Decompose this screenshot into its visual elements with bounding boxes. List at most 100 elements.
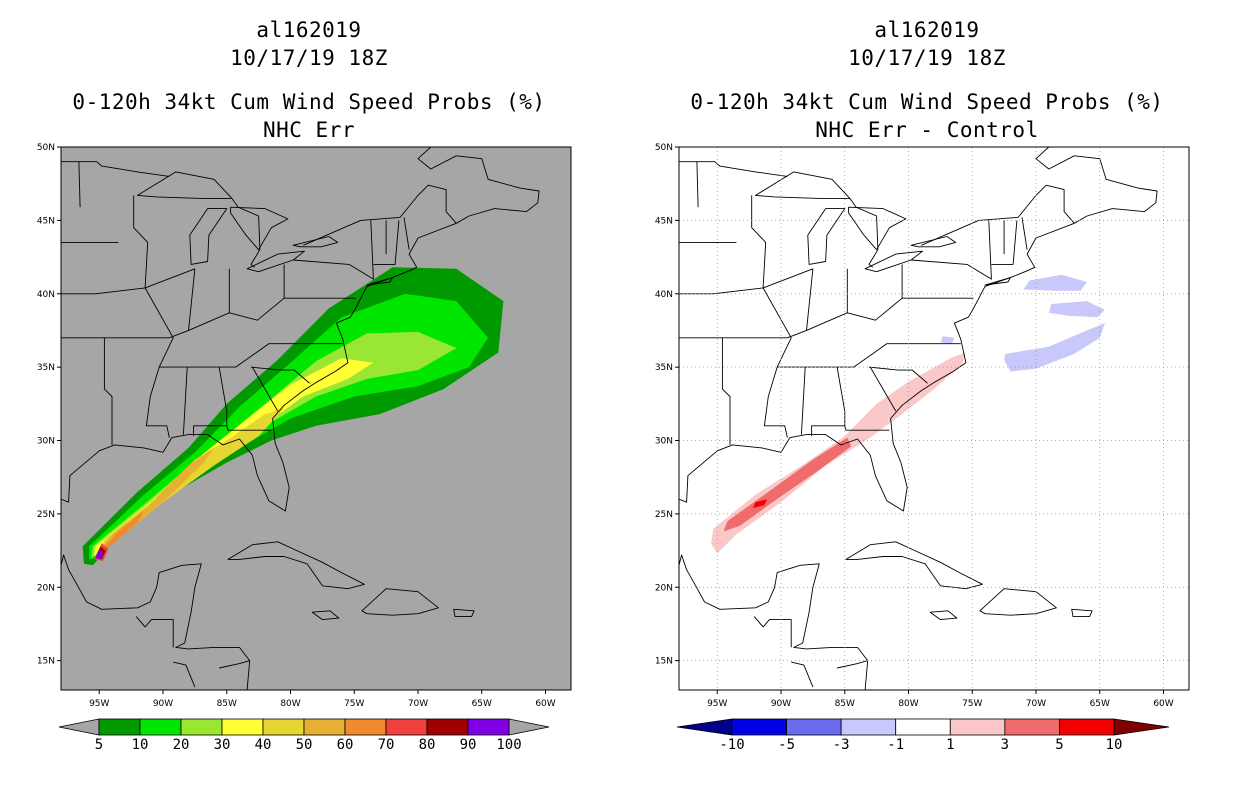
state-border [696, 161, 699, 208]
storm-id-title: al162019 [874, 18, 980, 42]
colorbar-label: -5 [778, 737, 795, 753]
datetime-title: 10/17/19 18Z [848, 46, 1006, 70]
colorbar-swatch [426, 718, 469, 736]
coastline-cuba [845, 541, 983, 590]
contour--1 [940, 336, 955, 344]
colorbar-swatch [262, 718, 305, 736]
state-border [251, 366, 279, 412]
difference-map: 95W 90W 85W 80W 75W 70W 65W 60W 15N 20N 25N 30N 35N 4… [655, 143, 1190, 753]
state-border [753, 616, 792, 648]
colorbar-swatch [895, 718, 951, 736]
state-border [1021, 217, 1028, 250]
colorbar-swatch [1004, 718, 1060, 736]
lat-tick-label: 35N [655, 363, 673, 373]
lon-tick-label: 90W [771, 699, 791, 709]
colorbar-label: 20 [173, 737, 190, 753]
state-border [182, 367, 188, 435]
state-border [911, 220, 992, 280]
state-border [250, 366, 310, 384]
coastline-mx [679, 554, 869, 690]
coastline-li [366, 277, 393, 286]
wind-prob-map: 95W 90W 85W 80W 75W 70W 65W 60W 15N 20N 25N 30N 35N 4… [37, 143, 572, 753]
colorbar-label: 30 [214, 737, 231, 753]
colorbar-swatch [840, 718, 897, 736]
state-border [303, 184, 457, 246]
lat-tick-label: 20N [37, 583, 55, 593]
lon-tick-label: 70W [1026, 699, 1046, 709]
colorbar-under-arrow [676, 718, 733, 736]
colorbar-label: 50 [296, 737, 313, 753]
coastline-jam [929, 610, 958, 621]
colorbar-label: -3 [833, 737, 850, 753]
lat-tick-label: 50N [37, 143, 55, 153]
lon-tick-label: 85W [217, 699, 237, 709]
map-layer [61, 147, 540, 690]
state-border [103, 337, 113, 445]
contour--1 [1048, 301, 1105, 318]
coastline-jam [311, 610, 340, 621]
state-border [226, 425, 272, 431]
lake-outline [910, 236, 957, 248]
state-border [403, 217, 410, 250]
state-border [762, 242, 792, 438]
lon-tick-label: 60W [1153, 699, 1173, 709]
state-border [679, 161, 788, 177]
lat-tick-label: 40N [37, 290, 55, 300]
colorbar-label: 3 [1001, 737, 1009, 753]
storm-id-title: al162019 [256, 18, 362, 42]
state-border [806, 268, 814, 331]
lat-tick-label: 15N [655, 657, 673, 667]
left-map-panel: al162019 10/17/19 18Z 0-120h 34kt Cum Wi… [37, 18, 572, 753]
contour-30 [94, 358, 374, 557]
colorbar-swatch [786, 718, 842, 736]
lon-tick-label: 65W [1090, 699, 1110, 709]
product-title: 0-120h 34kt Cum Wind Speed Probs (%) [72, 90, 546, 114]
lon-tick-label: 65W [472, 699, 492, 709]
coastline-mx [61, 554, 251, 690]
colorbar-label: -1 [887, 737, 904, 753]
coastline-pr [1071, 608, 1093, 618]
lat-tick-label: 20N [655, 583, 673, 593]
lon-tick-label: 60W [535, 699, 555, 709]
datetime-title: 10/17/19 18Z [230, 46, 388, 70]
contour-20 [91, 331, 457, 558]
colorbar-swatch [344, 718, 387, 736]
state-border [219, 660, 250, 669]
colorbar-label: 1 [946, 737, 954, 753]
lat-tick-label: 30N [655, 437, 673, 447]
lat-tick-label: 45N [655, 216, 673, 226]
lon-tick-label: 90W [153, 699, 173, 709]
colorbar-swatch [139, 718, 182, 736]
state-border [173, 661, 196, 688]
lake-outline [246, 250, 305, 273]
lat-tick-label: 45N [37, 216, 55, 226]
state-border [188, 268, 196, 331]
state-border [133, 195, 149, 243]
lat-tick-label: 30N [37, 437, 55, 447]
colorbar-swatch [731, 718, 787, 736]
state-border [868, 366, 928, 384]
colorbar-swatch [949, 718, 1006, 736]
lake-outline [230, 206, 289, 251]
colorbar: 5 10 20 30 40 50 60 70 80 90 100 [58, 718, 550, 753]
contour-5 [752, 499, 767, 508]
state-border [679, 268, 814, 295]
colorbar-label: 80 [419, 737, 436, 753]
colorbar-label: 10 [132, 737, 149, 753]
lon-tick-label: 95W [707, 699, 727, 709]
colorbar-label: 10 [1106, 737, 1123, 753]
colorbar: -10 -5 -3 -1 1 3 5 10 [676, 718, 1170, 753]
state-border [144, 242, 174, 438]
state-border [791, 661, 814, 688]
coastline-li [984, 277, 1011, 286]
colorbar-over-arrow [508, 718, 550, 736]
state-border [844, 425, 890, 431]
lake-outline [848, 206, 907, 251]
coastline-cuba [227, 541, 365, 590]
map-layer [679, 147, 1189, 690]
contour-60 [98, 511, 144, 554]
lon-tick-label: 75W [962, 699, 982, 709]
state-border [869, 366, 897, 412]
state-border [721, 337, 731, 445]
coastline-hisp [361, 588, 439, 616]
